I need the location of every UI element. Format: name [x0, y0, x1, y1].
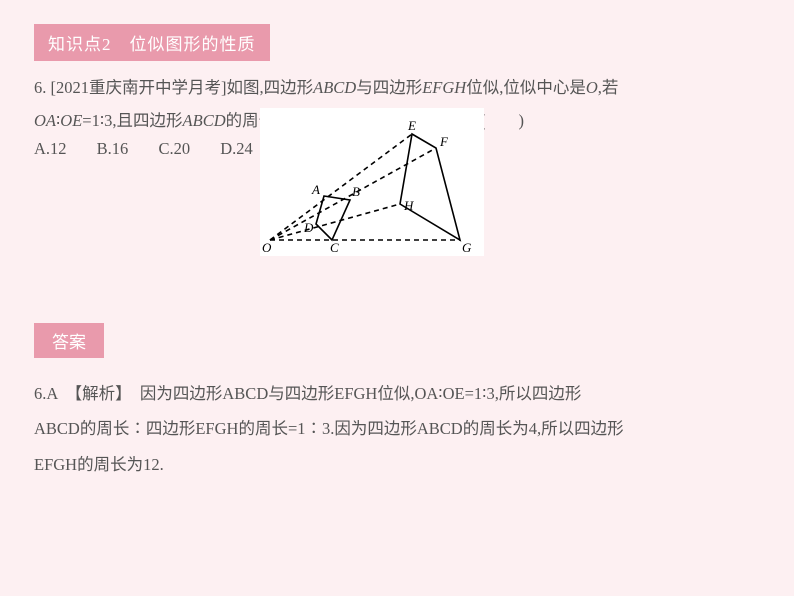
knowledge-point-tag: 知识点2 位似图形的性质	[34, 24, 270, 61]
option-b: B.16	[97, 139, 129, 158]
a-abcd: ABCD	[417, 419, 463, 438]
svg-text:C: C	[330, 240, 339, 255]
svg-text:G: G	[462, 240, 472, 255]
q-text: ,若	[598, 78, 619, 97]
q-OA: OA	[34, 111, 56, 130]
a-text: 的周长为12.	[77, 455, 164, 474]
geometry-figure: O C G D H A B E F	[260, 108, 484, 256]
q-text: 位似,位似中心是	[466, 78, 586, 97]
a-OA: OA	[414, 384, 438, 403]
a-efgh: EFGH	[334, 384, 377, 403]
svg-text:H: H	[403, 198, 414, 213]
svg-text:A: A	[311, 182, 320, 197]
q-text: 6. [2021重庆南开中学月考]如图,四边形	[34, 78, 313, 97]
answer-text: 6.A 【解析】 因为四边形ABCD与四边形EFGH位似,OA∶OE=1∶3,所…	[34, 376, 760, 482]
svg-text:D: D	[303, 220, 314, 235]
q-text: 与四边形	[356, 78, 422, 97]
a-text: 的周长为4,所以四边形	[463, 419, 624, 438]
q-text: =1∶3,且四边形	[82, 111, 182, 130]
q-abcd: ABCD	[183, 111, 226, 130]
answer-tag: 答案	[34, 323, 104, 358]
q-efgh: EFGH	[422, 78, 466, 97]
svg-text:F: F	[439, 134, 449, 149]
a-efgh: EFGH	[195, 419, 238, 438]
a-text: 的周长∶四边形	[80, 419, 196, 438]
a-abcd: ABCD	[34, 419, 80, 438]
a-OE: OE	[443, 384, 465, 403]
svg-text:B: B	[352, 184, 360, 199]
a-text: 6.A 【解析】 因为四边形	[34, 384, 222, 403]
a-efgh: EFGH	[34, 455, 77, 474]
option-c: C.20	[158, 139, 190, 158]
svg-text:E: E	[407, 118, 416, 133]
a-text: 位似,	[377, 384, 414, 403]
a-text: =1∶3,所以四边形	[465, 384, 582, 403]
option-d: D.24	[220, 139, 253, 158]
a-abcd: ABCD	[222, 384, 268, 403]
q-O: O	[586, 78, 598, 97]
option-a: A.12	[34, 139, 67, 158]
svg-text:O: O	[262, 240, 272, 255]
a-text: 与四边形	[268, 384, 334, 403]
a-text: 的周长=1∶3.因为四边形	[238, 419, 416, 438]
q-OE: OE	[60, 111, 82, 130]
q-abcd: ABCD	[313, 78, 356, 97]
